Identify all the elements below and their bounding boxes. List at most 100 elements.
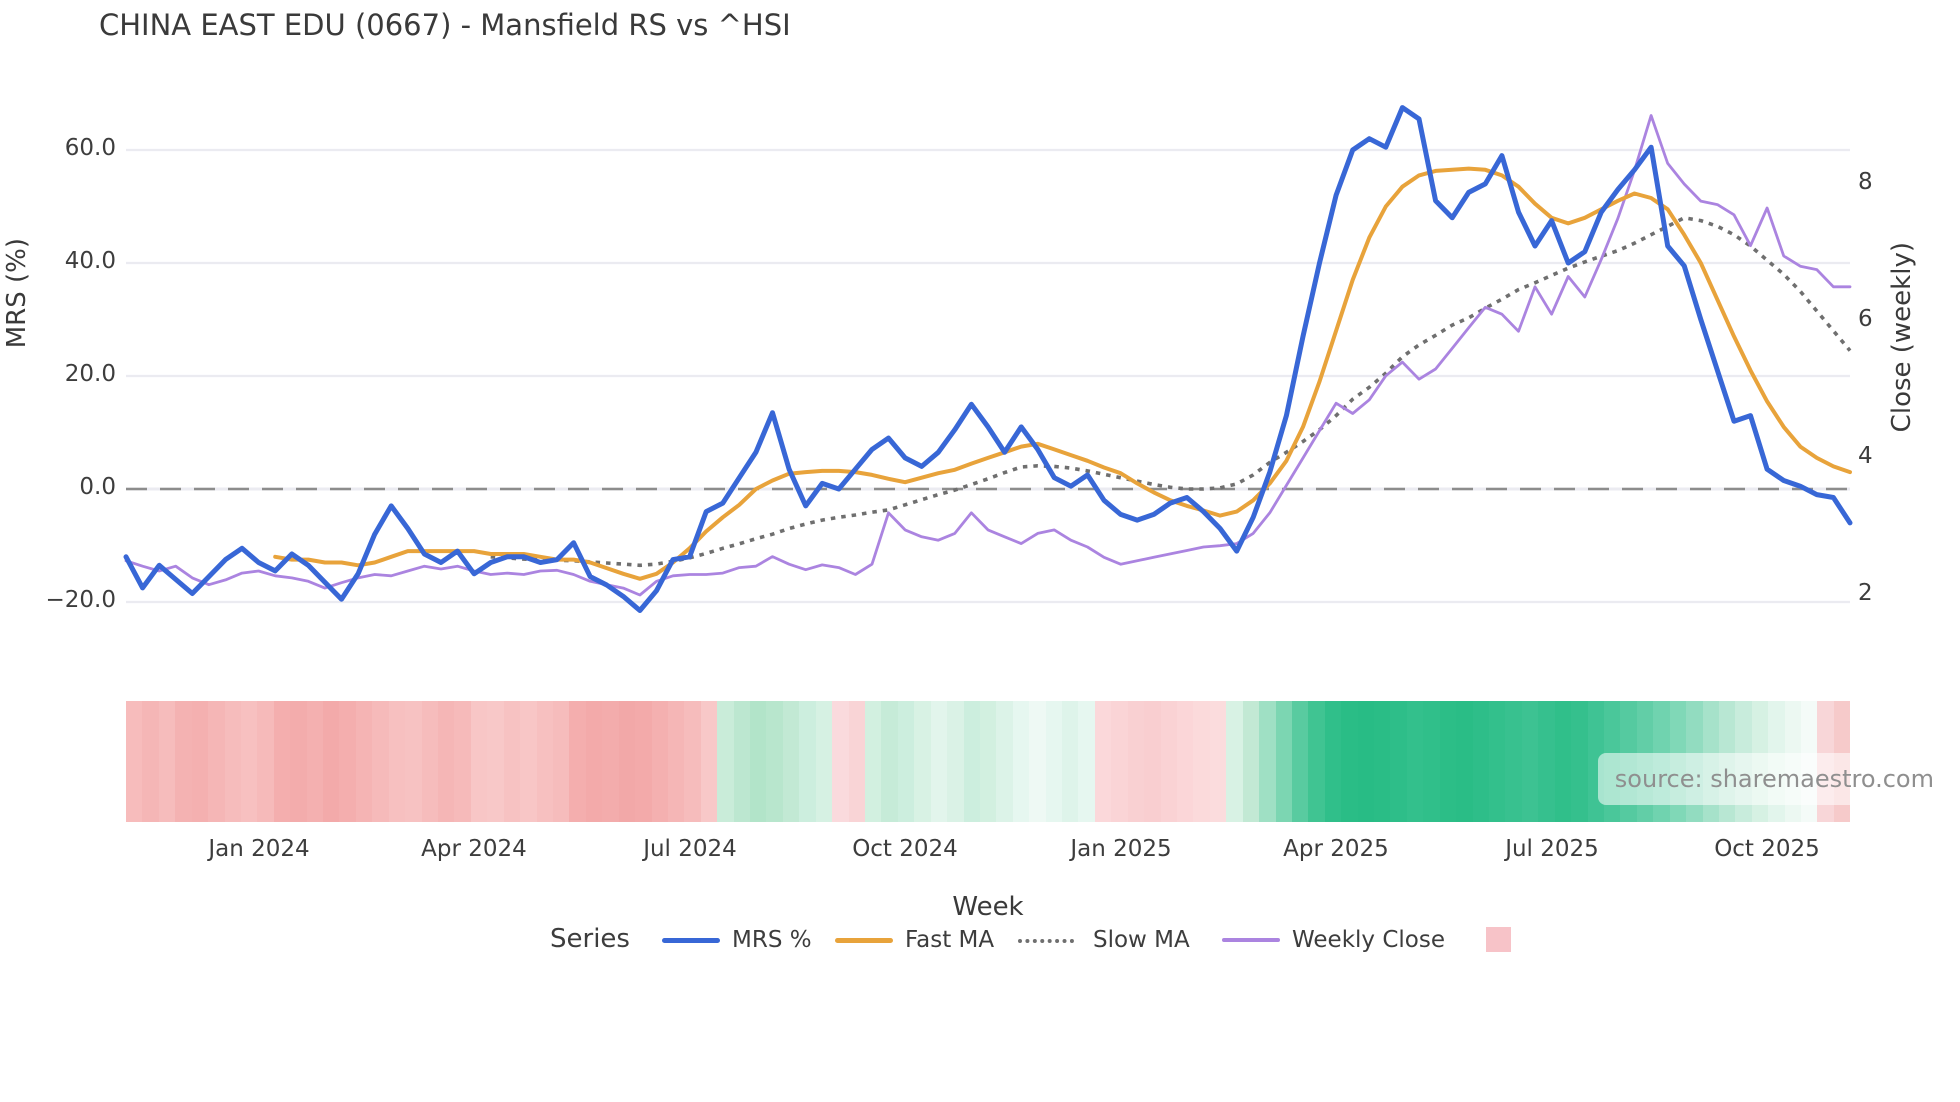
heatmap-band (1423, 701, 1440, 822)
heatmap-band (1078, 701, 1095, 822)
heatmap-band (1521, 701, 1539, 822)
legend-label-weekly-close: Weekly Close (1292, 927, 1445, 953)
heatmap-band (1472, 701, 1490, 822)
right-axis-tick: 6 (1858, 306, 1873, 332)
x-axis-tick: Jul 2025 (1505, 836, 1599, 862)
heatmap-band (1456, 701, 1473, 822)
heatmap-band (979, 701, 997, 822)
left-axis-tick: −20.0 (45, 587, 116, 613)
heatmap-band (1177, 701, 1194, 822)
heatmap-band (290, 701, 307, 822)
fast-ma-line (273, 166, 1852, 581)
heatmap-band (766, 701, 783, 822)
heatmap-band (487, 701, 504, 822)
heatmap-band (323, 701, 340, 822)
weekly-close-line (124, 114, 1852, 597)
heatmap-strip (126, 701, 1851, 822)
legend-label-slow-ma: Slow MA (1093, 927, 1190, 953)
heatmap-band (1554, 701, 1572, 822)
heatmap-band (208, 701, 225, 822)
page-title: CHINA EAST EDU (0667) - Mansfield RS vs … (99, 8, 791, 42)
heatmap-band (782, 701, 800, 822)
plot-canvas (123, 105, 1853, 613)
heatmap-band (454, 701, 471, 822)
heatmap-band (1226, 701, 1243, 822)
heatmap-band (832, 701, 849, 822)
heatmap-band (306, 701, 324, 822)
x-axis-tick: Jul 2024 (643, 836, 737, 862)
right-axis-tick: 2 (1858, 580, 1873, 606)
heatmap-band (1406, 701, 1424, 822)
legend: Series MRS % Fast MA Slow MA Weekly Clos… (550, 924, 1560, 958)
heatmap-band (1439, 701, 1457, 822)
heatmap-band (1062, 701, 1079, 822)
heatmap-band (914, 701, 931, 822)
heatmap-band (799, 701, 816, 822)
heatmap-band (1029, 701, 1046, 822)
heatmap-band (700, 701, 718, 822)
heatmap-band (1259, 701, 1276, 822)
heatmap-band (618, 701, 636, 822)
heatmap-band (947, 701, 964, 822)
heatmap-band (602, 701, 619, 822)
heatmap-band (355, 701, 373, 822)
heatmap-band (897, 701, 915, 822)
heatmap-band (635, 701, 652, 822)
heatmap-band (848, 701, 865, 822)
heatmap-band (864, 701, 882, 822)
heatmap-band (503, 701, 521, 822)
fast-ma-line-swatch (835, 938, 893, 943)
heatmap-band (569, 701, 586, 822)
heatmap-band (881, 701, 898, 822)
legend-label-mrs: MRS % (732, 927, 812, 953)
heatmap-band (438, 701, 455, 822)
heatmap-band (536, 701, 553, 822)
heatmap-band (1193, 701, 1210, 822)
right-axis-title: Close (weekly) (1887, 242, 1917, 433)
heatmap-band (1045, 701, 1063, 822)
heatmap-band (552, 701, 570, 822)
heatmap-band (240, 701, 258, 822)
heatmap-band (142, 701, 159, 822)
heatmap-band (1374, 701, 1391, 822)
heatmap-band (1209, 701, 1227, 822)
left-axis-tick: 0.0 (79, 474, 116, 500)
left-axis-tick: 20.0 (64, 361, 116, 387)
heatmap-band (470, 701, 488, 822)
x-axis-tick: Oct 2024 (852, 836, 958, 862)
heatmap-band (585, 701, 603, 822)
heatmap-band (667, 701, 685, 822)
heatmap-band (372, 701, 389, 822)
heatmap-band (1357, 701, 1375, 822)
heatmap-band (930, 701, 948, 822)
left-axis-tick: 60.0 (64, 135, 116, 161)
heatmap-band (1324, 701, 1342, 822)
weekly-close-line-swatch (1222, 938, 1280, 942)
mrs-line-swatch (662, 938, 720, 943)
right-axis-tick: 4 (1858, 443, 1873, 469)
heatmap-band (1242, 701, 1260, 822)
watermark-box: source: sharemaestro.com (1598, 753, 1948, 805)
heatmap-band (1571, 701, 1588, 822)
heatmap-band (996, 701, 1013, 822)
legend-label-fast-ma: Fast MA (905, 927, 995, 953)
heatmap-band (175, 701, 192, 822)
heatmap-band (1094, 701, 1112, 822)
right-axis-tick: 8 (1858, 169, 1873, 195)
heatmap-band (815, 701, 833, 822)
heatmap-band (224, 701, 241, 822)
slow-ma-dotted-swatch (1018, 939, 1074, 943)
x-axis-tick: Oct 2025 (1714, 836, 1820, 862)
heatmap-band (257, 701, 274, 822)
heatmap-band (1505, 701, 1522, 822)
heatmap-band (963, 701, 980, 822)
heatmap-band (1012, 701, 1030, 822)
x-axis-tick: Apr 2024 (421, 836, 527, 862)
mrs--line (123, 105, 1853, 613)
heatmap-band (339, 701, 356, 822)
x-axis-tick: Jan 2024 (208, 836, 310, 862)
heatmap-band (1291, 701, 1309, 822)
heatmap-band (273, 701, 291, 822)
heatmap-band (1489, 701, 1506, 822)
heatmap-band (1341, 701, 1358, 822)
